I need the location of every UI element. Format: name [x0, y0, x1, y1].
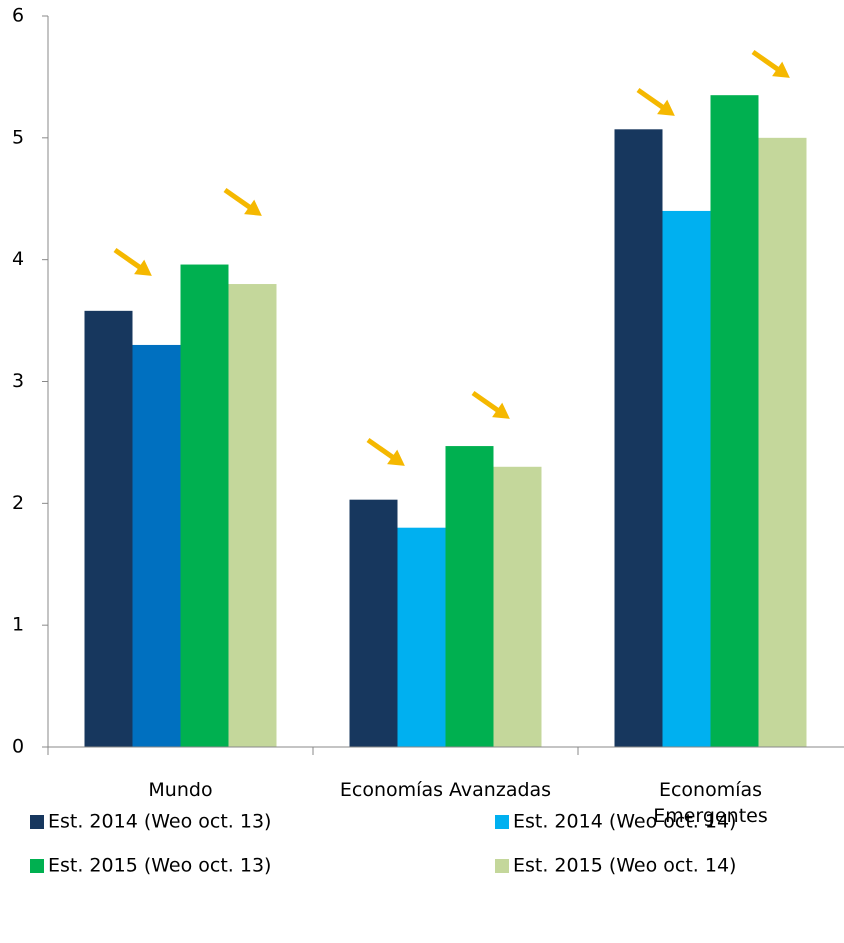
bar	[132, 344, 181, 747]
legend-swatch	[30, 815, 44, 829]
legend-label: Est. 2015 (Weo oct. 13)	[48, 855, 271, 877]
bar	[349, 499, 398, 747]
legend-swatch	[30, 859, 44, 873]
bar	[397, 527, 446, 747]
bar	[662, 210, 711, 747]
arrows	[113, 49, 790, 466]
y-tick-label: 4	[12, 248, 24, 270]
bar	[614, 129, 663, 747]
x-tick-label: Mundo	[148, 779, 213, 801]
bar	[445, 446, 494, 747]
x-tick-label: Economías Emergentes	[653, 779, 768, 827]
y-tick-label: 0	[12, 736, 24, 758]
legend-swatch	[495, 815, 509, 829]
bar	[758, 137, 807, 748]
bar	[84, 310, 133, 747]
bar	[180, 264, 229, 747]
bar	[493, 466, 542, 747]
legend-label: Est. 2014 (Weo oct. 14)	[513, 811, 736, 833]
y-tick-label: 5	[12, 126, 24, 148]
bar	[710, 95, 759, 748]
x-tick-label: Economías Avanzadas	[339, 779, 552, 801]
y-tick-label: 6	[12, 5, 24, 27]
legend-swatch	[495, 859, 509, 873]
y-tick-label: 1	[12, 614, 24, 636]
y-tick-label: 3	[12, 370, 24, 392]
legend-label: Est. 2015 (Weo oct. 14)	[513, 855, 736, 877]
legend-label: Est. 2014 (Weo oct. 13)	[48, 811, 271, 833]
y-tick-label: 2	[12, 492, 24, 514]
bar	[228, 284, 277, 747]
